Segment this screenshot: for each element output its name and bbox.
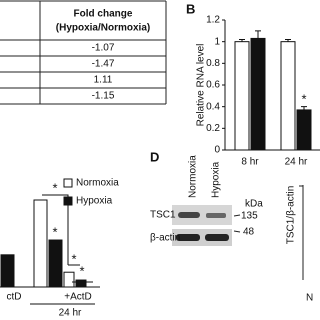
annotation: * — [71, 251, 76, 266]
bar — [250, 37, 266, 151]
marker-label: 135 — [241, 211, 258, 222]
panel-label: B — [186, 1, 195, 16]
group-label: 24 hr — [59, 308, 82, 319]
table-cell: 1.11 — [94, 75, 113, 86]
error-bar — [239, 39, 245, 42]
panel-label: D — [150, 149, 159, 164]
table-header: Fold change — [74, 9, 133, 20]
blot — [172, 229, 232, 246]
band — [206, 213, 226, 218]
blot — [172, 205, 232, 225]
table: Fold change (Hypoxia/Normoxia) -1.07 -1.… — [0, 0, 167, 105]
bar — [75, 279, 87, 288]
marker-dash — [233, 230, 241, 233]
legend-label: Normoxia — [76, 178, 119, 189]
cut-label: N — [306, 293, 313, 304]
y-tick-label: 1.2 — [206, 15, 220, 26]
marker-label: 48 — [243, 227, 255, 238]
x-tick-label: +ActD — [64, 292, 92, 303]
bar — [63, 271, 75, 288]
legend-swatch — [63, 178, 73, 188]
annotation: * — [52, 180, 57, 195]
y-tick-label: 0.4 — [206, 101, 220, 112]
bar — [48, 239, 63, 288]
y-tick-label: 0.2 — [206, 123, 220, 134]
bar — [33, 199, 48, 288]
marker-dash — [233, 214, 241, 217]
x-tick-label: 24 hr — [285, 157, 308, 168]
bar — [234, 41, 250, 151]
error-bar — [285, 39, 291, 42]
lane-label: Hypoxia — [211, 161, 222, 198]
y-tick-label: 1 — [214, 36, 220, 47]
annotation: * — [52, 224, 57, 239]
table-cell: -1.07 — [92, 43, 115, 54]
bar — [0, 254, 15, 288]
band — [205, 234, 229, 241]
annotation: * — [79, 263, 84, 278]
y-tick-label: 0.8 — [206, 58, 220, 69]
legend-label: Hypoxia — [76, 196, 113, 207]
error-bar — [301, 106, 307, 110]
table-header: (Hypoxia/Normoxia) — [56, 23, 150, 34]
band — [178, 212, 200, 218]
y-tick-label: 0.6 — [206, 80, 220, 91]
table-cell: -1.15 — [92, 91, 115, 102]
unit-label: kDa — [245, 199, 263, 210]
bar — [296, 109, 312, 151]
annotation: * — [301, 91, 306, 106]
y-tick-label: 0 — [214, 145, 220, 156]
y-axis-label: Relative RNA level — [196, 44, 207, 127]
row-label: TSC1 — [150, 210, 176, 221]
band — [176, 234, 200, 241]
error-bar — [255, 30, 261, 39]
x-tick-label: 8 hr — [241, 157, 259, 168]
bar — [280, 41, 296, 151]
table-cell: -1.47 — [92, 59, 115, 70]
y-axis-label: TSC1/β-actin — [286, 186, 297, 245]
lane-label: Normoxia — [188, 155, 199, 198]
bracket — [42, 194, 69, 265]
row-label: β-actin — [150, 233, 180, 244]
x-tick-label: ctD — [7, 292, 22, 303]
